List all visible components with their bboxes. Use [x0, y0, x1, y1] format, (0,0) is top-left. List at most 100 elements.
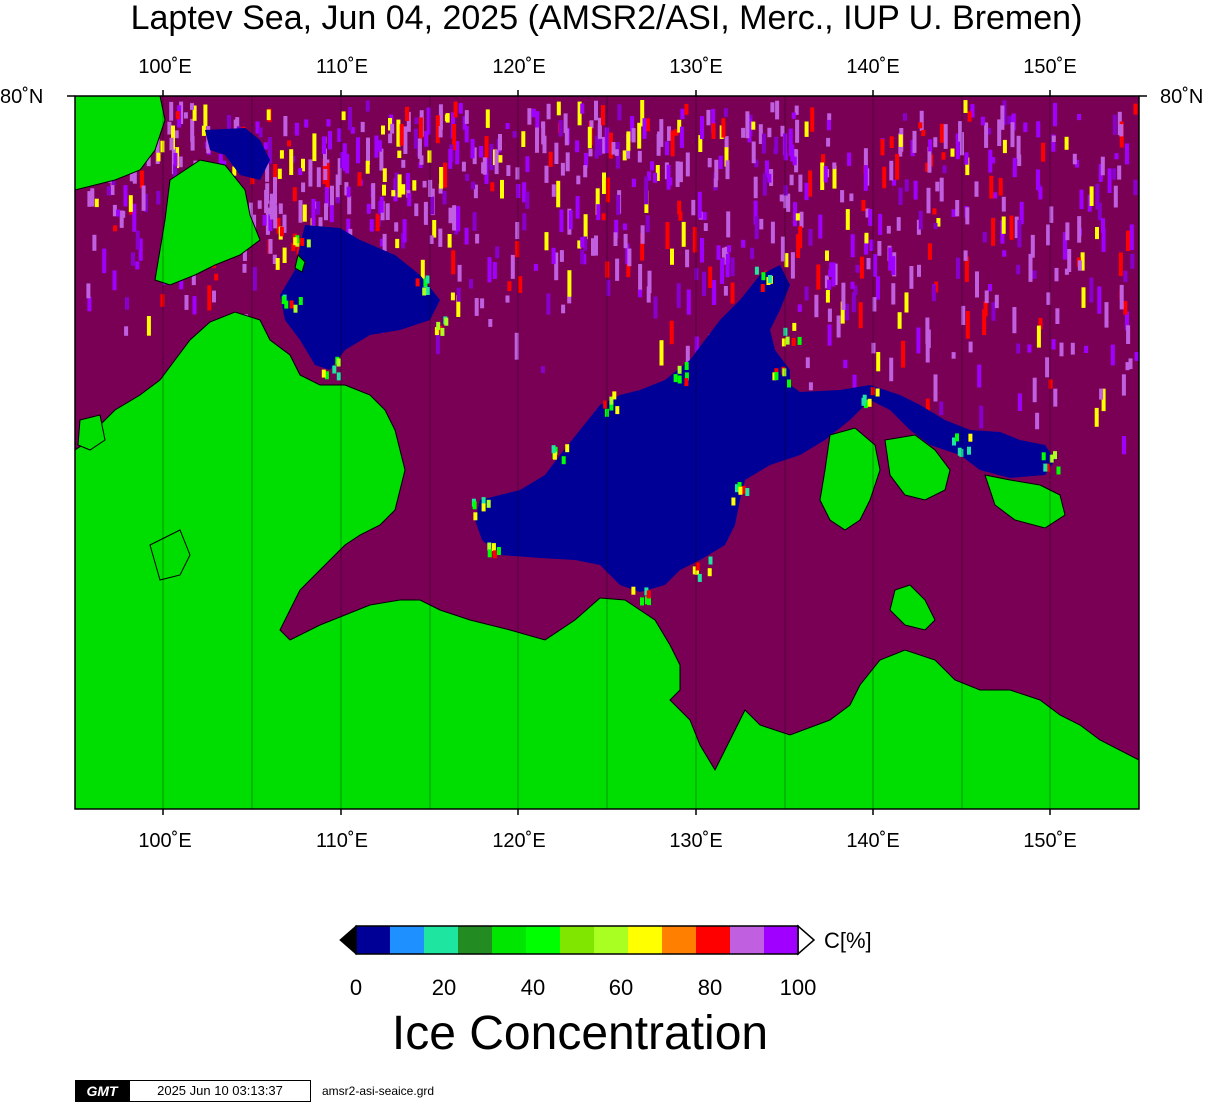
ice-pixel: [667, 126, 671, 141]
ice-pixel: [774, 136, 779, 153]
ice-pixel: [263, 142, 268, 150]
ice-pixel: [125, 297, 129, 310]
ice-pixel: [845, 303, 849, 321]
ice-pixel: [889, 357, 894, 382]
ice-pixel: [335, 197, 340, 204]
ice-edge-pixel: [496, 547, 501, 555]
ice-pixel: [506, 165, 511, 176]
ice-pixel: [442, 191, 447, 205]
ice-pixel: [1048, 379, 1053, 389]
ice-pixel: [323, 168, 328, 180]
ice-pixel: [282, 247, 287, 263]
ice-edge-pixel: [473, 512, 478, 521]
ice-pixel: [346, 186, 351, 198]
ice-pixel: [265, 207, 270, 235]
ice-pixel: [190, 118, 195, 142]
ice-pixel: [711, 123, 716, 139]
ice-pixel: [702, 212, 707, 221]
ice-pixel: [560, 162, 565, 176]
ice-pixel: [522, 213, 527, 231]
ice-pixel: [984, 290, 989, 304]
ice-pixel: [965, 310, 970, 339]
ice-pixel: [294, 122, 299, 136]
ice-pixel: [798, 226, 803, 249]
ice-pixel: [1054, 267, 1059, 282]
ice-edge-pixel: [422, 287, 427, 296]
ice-pixel: [965, 157, 970, 176]
ice-pixel: [342, 143, 347, 171]
ice-pixel: [1101, 388, 1106, 412]
ice-pixel: [438, 228, 443, 247]
ice-edge-pixel: [415, 278, 420, 287]
ice-pixel: [926, 187, 931, 214]
ice-pixel: [1032, 377, 1037, 403]
ice-pixel: [1001, 216, 1006, 234]
ice-pixel: [1051, 135, 1056, 142]
ice-pixel: [282, 214, 287, 233]
ice-pixel: [418, 162, 423, 169]
ice-edge-pixel: [481, 503, 486, 512]
ice-pixel: [580, 236, 585, 248]
ice-pixel: [987, 128, 991, 135]
ice-pixel: [850, 234, 855, 258]
ice-edge-fringe: [281, 235, 1061, 606]
lon-label-bottom-120: 120˚E: [492, 830, 546, 852]
ice-pixel: [829, 262, 834, 271]
ice-pixel: [754, 216, 759, 240]
ice-pixel: [601, 136, 606, 154]
ice-pixel: [974, 181, 979, 197]
ice-pixel: [904, 179, 909, 192]
ice-pixel: [808, 170, 813, 197]
ice-pixel: [465, 173, 470, 181]
ice-pixel: [257, 200, 262, 209]
ice-pixel: [531, 108, 536, 118]
ice-pixel: [644, 176, 649, 205]
ice-pixel: [725, 259, 730, 278]
ice-pixel: [92, 234, 97, 251]
ice-pixel: [588, 148, 593, 157]
ice-pixel: [775, 100, 780, 120]
ice-pixel: [559, 250, 564, 262]
ice-pixel: [169, 101, 174, 121]
ice-pixel: [886, 225, 891, 234]
ice-pixel: [901, 340, 906, 368]
ice-edge-pixel: [491, 543, 496, 552]
ice-pixel: [765, 160, 769, 178]
ice-pixel: [681, 221, 686, 247]
ice-pixel: [438, 104, 443, 130]
ice-pixel: [1000, 105, 1005, 130]
ice-pixel: [863, 148, 868, 172]
ice-pixel: [135, 230, 140, 250]
lon-label-bottom-150: 150˚E: [1023, 830, 1077, 852]
ice-pixel: [645, 215, 650, 233]
ice-pixel: [927, 243, 932, 260]
ice-pixel: [891, 283, 896, 305]
ice-pixel: [472, 147, 477, 165]
ice-pixel: [548, 151, 553, 167]
ice-pixel: [611, 142, 616, 155]
ice-pixel: [653, 172, 658, 183]
ice-pixel: [770, 221, 775, 244]
ice-pixel: [747, 118, 752, 143]
ice-pixel: [1094, 407, 1099, 427]
ice-pixel: [340, 151, 345, 169]
ice-pixel: [1070, 342, 1075, 355]
ice-edge-pixel: [298, 297, 303, 305]
ice-pixel: [723, 286, 728, 296]
ice-pixel: [1035, 412, 1040, 430]
ice-pixel: [606, 279, 611, 296]
ice-pixel: [656, 134, 661, 156]
ice-pixel: [587, 126, 592, 149]
ice-pixel: [302, 204, 307, 222]
ice-pixel: [277, 168, 282, 179]
ice-pixel: [324, 203, 328, 221]
ice-edge-pixel: [425, 287, 430, 295]
ice-pixel: [128, 195, 133, 212]
ice-edge-pixel: [968, 433, 973, 442]
ice-pixel: [1101, 228, 1106, 252]
ice-pixel: [298, 168, 303, 176]
map-frame: [67, 90, 1147, 815]
ice-pixel: [316, 201, 321, 215]
ice-pixel: [301, 158, 305, 172]
ice-pixel: [1046, 224, 1051, 246]
